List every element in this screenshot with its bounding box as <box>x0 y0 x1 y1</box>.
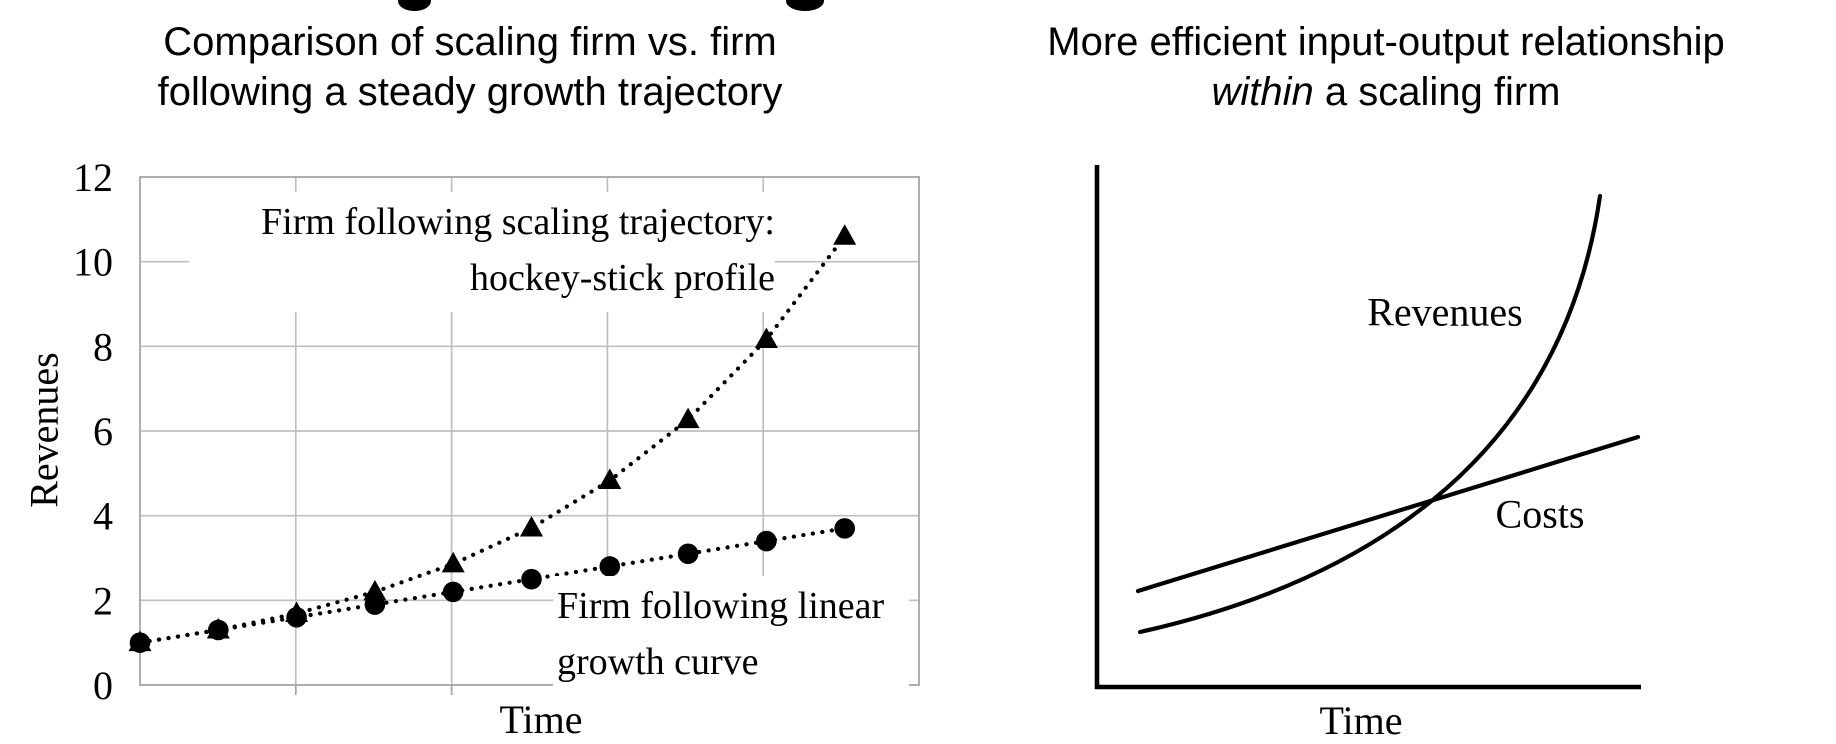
y-tick-label: 6 <box>93 409 113 454</box>
left-chart-title-line1: Comparison of scaling firm vs. firm <box>163 20 777 64</box>
series-dotted-line-circle <box>137 526 847 645</box>
y-tick-label: 2 <box>93 578 113 623</box>
triangle-marker <box>285 601 309 622</box>
triangle-marker <box>833 224 857 245</box>
triangle-marker <box>441 551 465 573</box>
circle-marker <box>677 543 699 565</box>
y-tick-label: 0 <box>93 663 113 708</box>
circle-marker <box>599 556 621 577</box>
triangle-marker <box>206 617 230 639</box>
left-chart-x-axis-label: Time <box>499 697 583 742</box>
costs-line <box>1135 434 1641 594</box>
cropped-heading-descender-left <box>398 0 431 11</box>
right-line-diagram <box>1094 165 1641 690</box>
series-dotted-line-triangle <box>137 234 847 645</box>
y-tick-label: 10 <box>73 240 113 285</box>
circle-marker <box>442 581 464 603</box>
y-tick-label: 8 <box>93 324 113 369</box>
left-chart-title-line2: following a steady growth trajectory <box>157 70 783 114</box>
y-tick-label: 12 <box>73 155 113 200</box>
revenues-curve-label: Revenues <box>1367 289 1523 335</box>
annotation-linear-line2: growth curve <box>557 641 759 683</box>
right-chart-x-axis-label: Time <box>1319 698 1403 743</box>
annotation-scaling-line2: hockey-stick profile <box>470 257 775 299</box>
triangle-marker <box>520 515 543 537</box>
circle-marker <box>756 530 777 552</box>
y-tick-label: 4 <box>93 494 113 539</box>
right-chart-title-italic-word: within <box>1211 70 1314 114</box>
right-chart-title-line1: More efficient input-output relationship <box>1047 20 1725 64</box>
cropped-heading-descender-right <box>786 0 824 11</box>
circle-marker <box>834 518 855 539</box>
costs-curve-label: Costs <box>1495 491 1585 537</box>
right-chart-title-line2-rest: a scaling firm <box>1313 70 1561 114</box>
right-chart-title: More efficient input-output relationship… <box>936 17 1836 117</box>
triangle-marker <box>754 327 778 349</box>
annotation-linear-line1: Firm following linear <box>557 585 885 627</box>
circle-marker <box>521 568 542 590</box>
right-chart-title-line2: within a scaling firm <box>936 67 1836 117</box>
left-chart-title: Comparison of scaling firm vs. firm foll… <box>0 17 940 117</box>
revenues-curve <box>1137 193 1603 635</box>
triangle-marker <box>598 468 622 490</box>
left-chart-y-axis-label: Revenues <box>21 352 67 508</box>
annotation-linear-series: Firm following linear growth curve <box>553 576 909 696</box>
plot-border <box>139 176 920 686</box>
annotation-scaling-line1: Firm following scaling trajectory: <box>261 201 775 243</box>
triangle-marker <box>363 579 387 601</box>
triangle-marker <box>128 630 152 652</box>
annotation-scaling-series: Firm following scaling trajectory: hocke… <box>189 192 775 312</box>
triangle-marker <box>676 407 700 429</box>
